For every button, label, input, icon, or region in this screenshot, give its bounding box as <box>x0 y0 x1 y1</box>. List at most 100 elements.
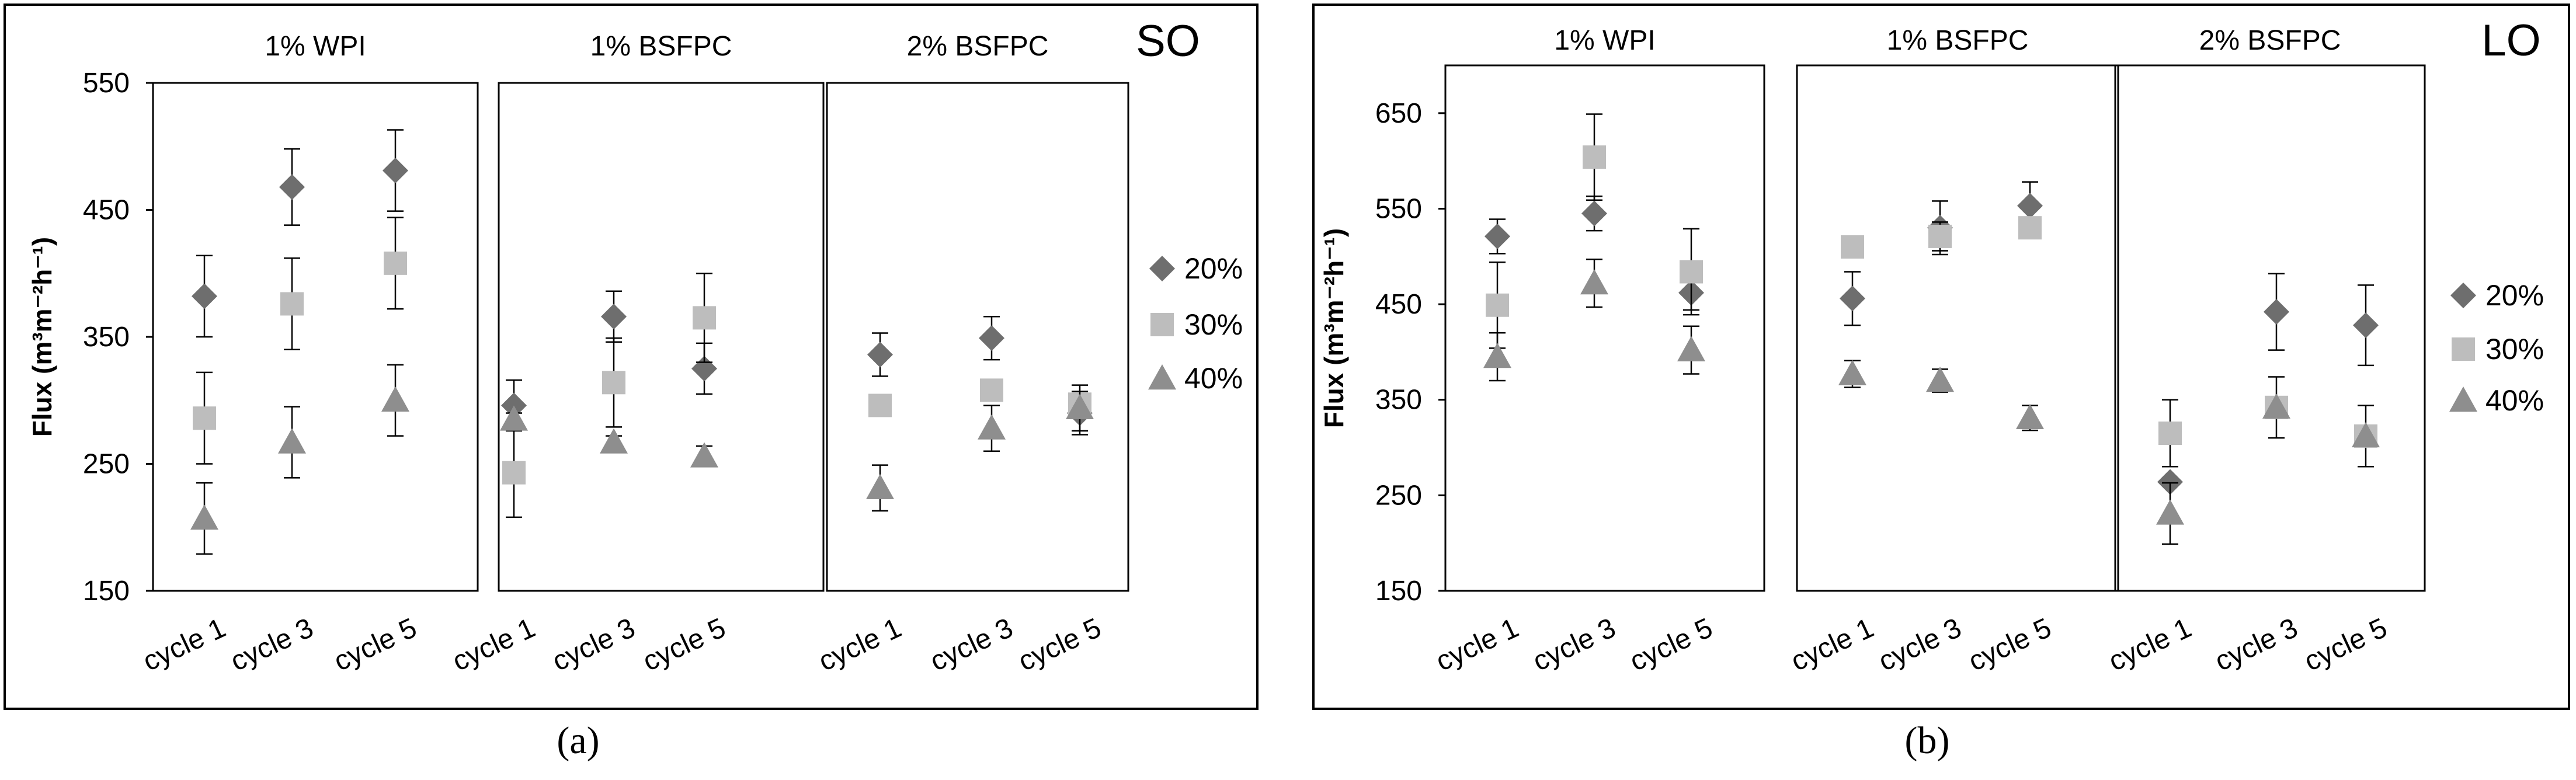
group-title-1: 1% WPI <box>1554 25 1655 56</box>
legend-marker-triangle <box>2449 386 2477 412</box>
data-point-40pct <box>1838 360 1866 385</box>
y-tick-label: 150 <box>83 576 130 607</box>
x-tick-label: cycle 1 <box>1786 612 1879 677</box>
legend-item-40pct: 40% <box>1148 362 1243 395</box>
data-point-30pct <box>1583 145 1606 169</box>
legend-label: 40% <box>2485 384 2544 417</box>
group-box-3 <box>826 82 1129 592</box>
data-point-40pct <box>381 386 409 412</box>
group-title-1: 1% WPI <box>265 31 366 62</box>
group-box-2 <box>498 82 825 592</box>
legend-item-30pct: 30% <box>1150 308 1243 341</box>
data-point-40pct <box>1483 343 1511 368</box>
legend-marker-square <box>1150 313 1174 336</box>
data-point-40pct <box>2262 393 2290 419</box>
x-tick-label: cycle 1 <box>1431 612 1524 677</box>
data-point-20pct <box>601 304 627 330</box>
y-axis-label: Flux (m³m⁻²h⁻¹) <box>1319 228 1349 428</box>
legend-item-30pct: 30% <box>2452 333 2544 365</box>
x-tick-label: cycle 5 <box>329 612 422 677</box>
data-point-40pct <box>1580 269 1608 295</box>
y-axis-label: Flux (m³m⁻²h⁻¹) <box>27 237 57 437</box>
data-point-30pct <box>2158 422 2182 445</box>
x-tick-label: cycle 3 <box>926 612 1018 677</box>
x-tick-label: cycle 1 <box>814 612 906 677</box>
data-point-40pct <box>2156 499 2184 525</box>
x-tick-label: cycle 3 <box>1528 612 1621 677</box>
data-point-20pct <box>2353 312 2379 339</box>
legend-item-20pct: 20% <box>1149 252 1243 285</box>
group-title-2: 1% BSFPC <box>1887 25 2029 56</box>
data-point-30pct <box>602 371 625 395</box>
x-tick-label: cycle 1 <box>2104 612 2196 677</box>
data-point-30pct <box>280 292 304 316</box>
data-point-20pct <box>979 325 1004 351</box>
legend-marker-diamond <box>1149 256 1175 281</box>
legend-marker-diamond <box>2450 283 2476 308</box>
panel-label: LO <box>2481 16 2540 65</box>
x-tick-label: cycle 5 <box>1014 612 1106 677</box>
panel-caption: (b) <box>1905 719 1950 762</box>
data-point-40pct <box>690 442 718 468</box>
legend-label: 20% <box>2485 279 2544 312</box>
x-tick-label: cycle 3 <box>2210 612 2303 677</box>
y-tick-label: 550 <box>83 68 130 99</box>
data-point-30pct <box>1486 293 1509 317</box>
y-tick-label: 350 <box>83 322 130 353</box>
data-point-20pct <box>867 342 893 368</box>
x-tick-label: cycle 1 <box>448 612 540 677</box>
legend-item-40pct: 40% <box>2449 384 2544 417</box>
data-point-30pct <box>1928 224 1952 248</box>
x-tick-label: cycle 1 <box>138 612 231 677</box>
group-box-3 <box>2114 64 2426 592</box>
data-point-40pct <box>978 414 1006 440</box>
data-point-40pct <box>1926 367 1954 392</box>
data-point-40pct <box>2016 403 2044 430</box>
y-tick-label: 150 <box>1375 576 1422 607</box>
data-point-20pct <box>192 283 217 309</box>
y-tick-label: 250 <box>83 449 130 480</box>
x-tick-label: cycle 5 <box>638 612 731 677</box>
data-point-30pct <box>980 378 1003 402</box>
group-title-3: 2% BSFPC <box>907 31 1049 62</box>
data-point-20pct <box>1840 285 1865 312</box>
legend-marker-square <box>2452 337 2475 361</box>
data-point-20pct <box>1581 200 1607 227</box>
data-point-20pct <box>383 158 408 184</box>
panel-frame <box>4 4 1259 710</box>
group-title-3: 2% BSFPC <box>2199 25 2341 56</box>
data-point-30pct <box>1841 235 1864 259</box>
data-point-30pct <box>384 251 407 275</box>
legend-label: 30% <box>1184 308 1243 341</box>
data-point-30pct <box>868 394 892 417</box>
group-box-2 <box>1796 64 2119 592</box>
y-tick-label: 550 <box>1375 193 1422 224</box>
x-tick-label: cycle 3 <box>226 612 318 677</box>
y-tick-label: 450 <box>1375 289 1422 320</box>
legend-label: 30% <box>2485 333 2544 365</box>
x-tick-label: cycle 5 <box>2300 612 2392 677</box>
data-point-20pct <box>2264 299 2289 325</box>
legend-marker-triangle <box>1148 364 1176 390</box>
data-point-20pct <box>279 174 305 200</box>
data-point-30pct <box>1680 260 1703 284</box>
panel-b: 150 250 350 450 550 650 Flux (m³m⁻²h⁻¹) LO (b) 1%… <box>1312 4 2570 762</box>
x-tick-label: cycle 5 <box>1964 612 2056 677</box>
data-point-20pct <box>2157 469 2183 495</box>
panel-a: 150 250 350 450 550 Flux (m³m⁻²h⁻¹) SO (a) 1% WP… <box>4 4 1259 762</box>
data-point-40pct <box>500 405 528 431</box>
group-box-1 <box>1444 64 1765 592</box>
data-point-30pct <box>502 461 526 485</box>
legend-label: 20% <box>1184 252 1243 285</box>
data-point-30pct <box>693 306 716 330</box>
data-point-40pct <box>2352 422 2380 448</box>
data-point-20pct <box>2017 193 2043 219</box>
legend-item-20pct: 20% <box>2450 279 2544 312</box>
y-tick-label: 450 <box>83 195 130 226</box>
data-point-40pct <box>866 473 894 500</box>
group-title-2: 1% BSFPC <box>590 31 732 62</box>
legend-label: 40% <box>1184 362 1243 395</box>
data-point-20pct <box>1485 223 1510 249</box>
x-tick-label: cycle 5 <box>1625 612 1718 677</box>
